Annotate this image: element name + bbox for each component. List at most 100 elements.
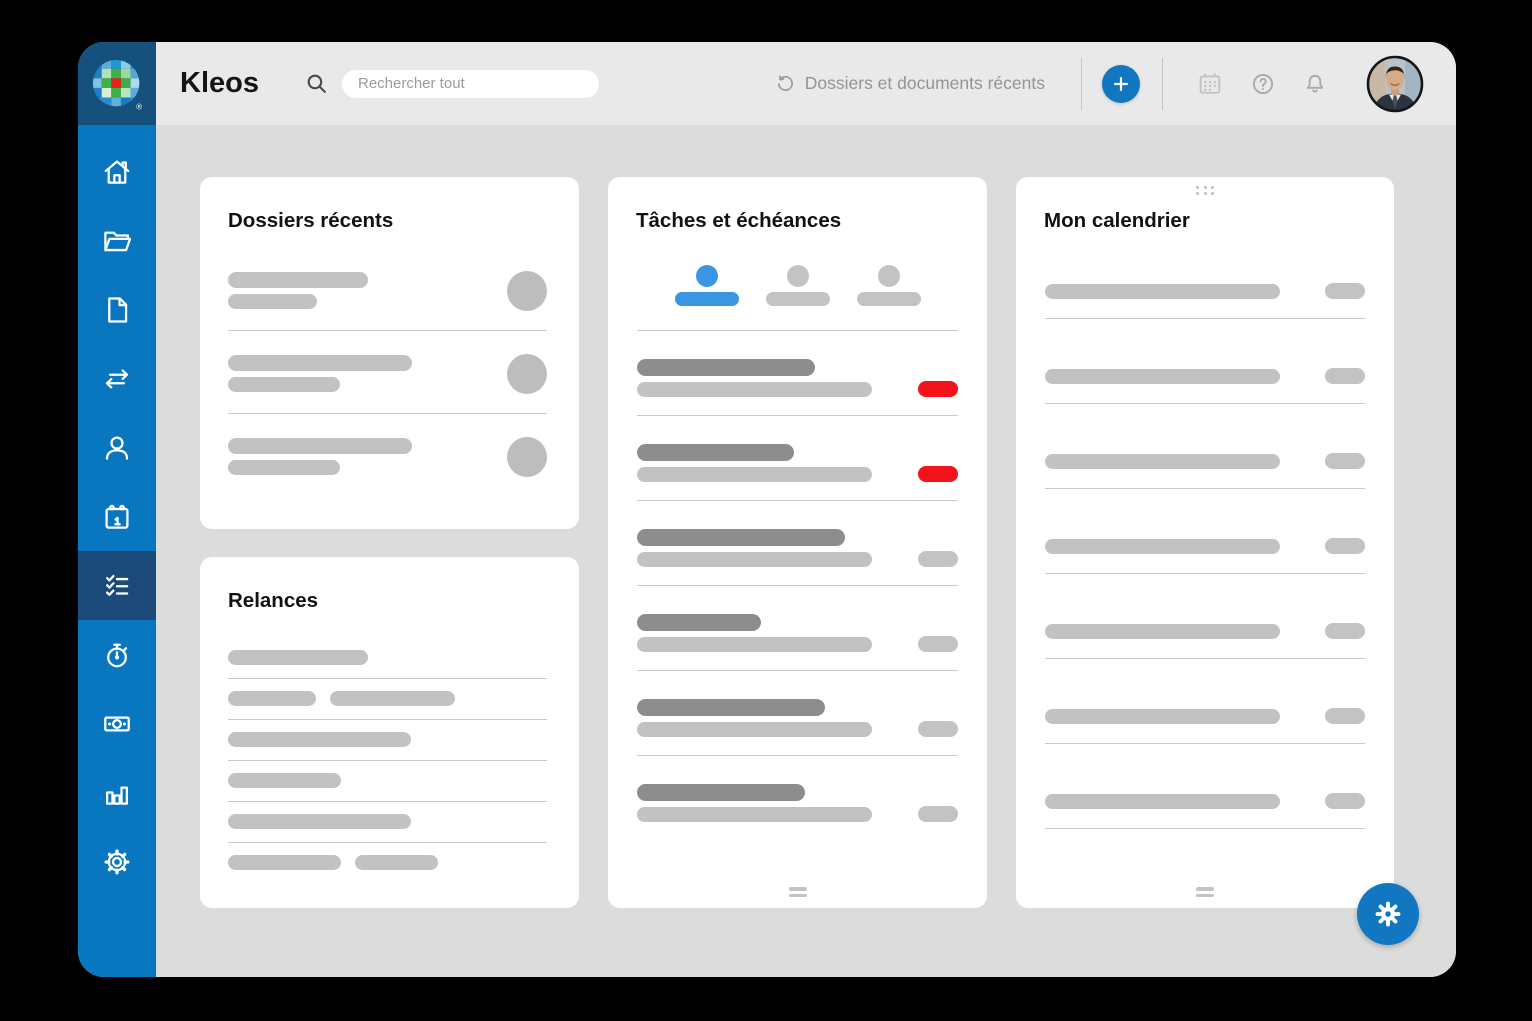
history-icon — [777, 75, 793, 91]
stopwatch-icon — [107, 643, 128, 667]
sidebar-item-documents[interactable] — [78, 275, 156, 344]
app-logo: ® — [78, 42, 156, 125]
skeleton-bar — [637, 529, 845, 546]
skeleton-bar — [228, 438, 412, 454]
folder-list-item[interactable] — [228, 414, 547, 496]
person-icon — [786, 265, 809, 287]
gear-icon — [1375, 901, 1401, 927]
calendar-list-item[interactable] — [1045, 489, 1365, 574]
task-tab-3[interactable] — [856, 265, 921, 306]
reminders-card: Relances — [200, 557, 579, 908]
skeleton-bar — [637, 636, 872, 652]
sidebar: ® — [78, 42, 156, 977]
drag-handle-dots[interactable] — [1196, 186, 1214, 195]
sidebar-item-agenda[interactable] — [78, 482, 156, 551]
task-list-item[interactable] — [637, 671, 958, 756]
skeleton-bar — [637, 699, 825, 716]
sidebar-item-dossiers[interactable] — [78, 206, 156, 275]
task-list-item[interactable] — [637, 756, 958, 840]
recent-folders-card: Dossiers récents — [200, 177, 579, 529]
help-button[interactable] — [1250, 71, 1276, 97]
skeleton-bar — [637, 551, 872, 567]
skeleton-bar — [637, 444, 794, 461]
calendar-list-item[interactable] — [1045, 744, 1365, 829]
card-title: Dossiers récents — [228, 209, 394, 232]
time-badge — [1325, 453, 1365, 469]
calendar-icon — [1199, 72, 1221, 94]
search-icon — [307, 74, 326, 93]
sidebar-item-temps[interactable] — [78, 620, 156, 689]
help-icon — [1252, 73, 1274, 94]
reminder-list-item[interactable] — [228, 843, 547, 883]
task-tab-1[interactable] — [674, 265, 739, 306]
resize-handle[interactable] — [1196, 884, 1214, 897]
skeleton-bar — [228, 855, 341, 870]
skeleton-bar — [637, 614, 761, 631]
folder-list-item[interactable] — [228, 331, 547, 414]
calendar-icon — [105, 504, 129, 529]
topbar-divider — [1081, 57, 1082, 110]
recent-items-label: Dossiers et documents récents — [804, 73, 1045, 93]
dashboard-settings-fab[interactable] — [1357, 883, 1419, 945]
sidebar-item-facturation[interactable] — [78, 689, 156, 758]
user-avatar[interactable] — [1366, 55, 1424, 113]
task-tab-2[interactable] — [765, 265, 830, 306]
reminder-list-item[interactable] — [228, 802, 547, 843]
skeleton-text-lines — [228, 272, 368, 309]
tab-underline — [856, 292, 921, 306]
notifications-button[interactable] — [1302, 71, 1328, 97]
calendar-list-item[interactable] — [1045, 319, 1365, 404]
add-button[interactable] — [1102, 64, 1140, 103]
skeleton-avatar — [507, 354, 547, 394]
sidebar-item-transferts[interactable] — [78, 344, 156, 413]
reminder-list-item[interactable] — [228, 720, 547, 761]
skeleton-bar — [637, 466, 872, 482]
document-icon — [108, 296, 128, 323]
task-list-item[interactable] — [637, 416, 958, 501]
skeleton-text-lines — [228, 355, 412, 392]
transfer-icon — [105, 368, 129, 389]
sidebar-item-rapports[interactable] — [78, 758, 156, 827]
sidebar-item-home[interactable] — [78, 137, 156, 206]
calendar-button[interactable] — [1196, 70, 1224, 98]
status-badge — [918, 636, 958, 652]
calendar-list-item[interactable] — [1045, 659, 1365, 744]
app-window: ® — [78, 42, 1456, 977]
skeleton-bar — [228, 377, 340, 392]
topbar: Kleos Dossiers et documents récents — [156, 42, 1456, 125]
skeleton-bar — [228, 732, 411, 747]
recent-items-selector[interactable]: Dossiers et documents récents — [775, 73, 1045, 94]
sidebar-item-parametres[interactable] — [78, 827, 156, 896]
calendar-list-item[interactable] — [1045, 404, 1365, 489]
time-badge — [1325, 283, 1365, 299]
my-calendar-card: Mon calendrier — [1016, 177, 1394, 908]
app-title: Kleos — [180, 67, 259, 99]
search-input[interactable] — [341, 69, 599, 98]
sidebar-item-contacts[interactable] — [78, 413, 156, 482]
reminder-list-item[interactable] — [228, 638, 547, 679]
checklist-icon — [105, 574, 129, 596]
status-badge — [918, 551, 958, 567]
registered-mark: ® — [136, 102, 142, 111]
skeleton-bar — [228, 460, 340, 475]
card-title: Relances — [228, 589, 319, 612]
resize-handle[interactable] — [788, 884, 807, 897]
sidebar-item-taches[interactable] — [78, 551, 156, 620]
task-list-item[interactable] — [637, 586, 958, 671]
skeleton-bar — [1045, 623, 1280, 639]
calendar-list-item[interactable] — [1045, 235, 1365, 319]
calendar-list-item[interactable] — [1045, 574, 1365, 659]
sidebar-nav — [78, 125, 156, 896]
reminder-list-item[interactable] — [228, 761, 547, 802]
skeleton-bar — [355, 855, 438, 870]
folder-list-item[interactable] — [228, 248, 547, 331]
reminder-list-item[interactable] — [228, 679, 547, 720]
task-subline — [637, 806, 958, 822]
skeleton-avatar — [507, 437, 547, 477]
task-list-item[interactable] — [637, 331, 958, 416]
task-subline — [637, 721, 958, 737]
task-subline — [637, 636, 958, 652]
task-list-item[interactable] — [637, 501, 958, 586]
home-icon — [104, 159, 130, 184]
card-title: Tâches et échéances — [636, 209, 842, 232]
